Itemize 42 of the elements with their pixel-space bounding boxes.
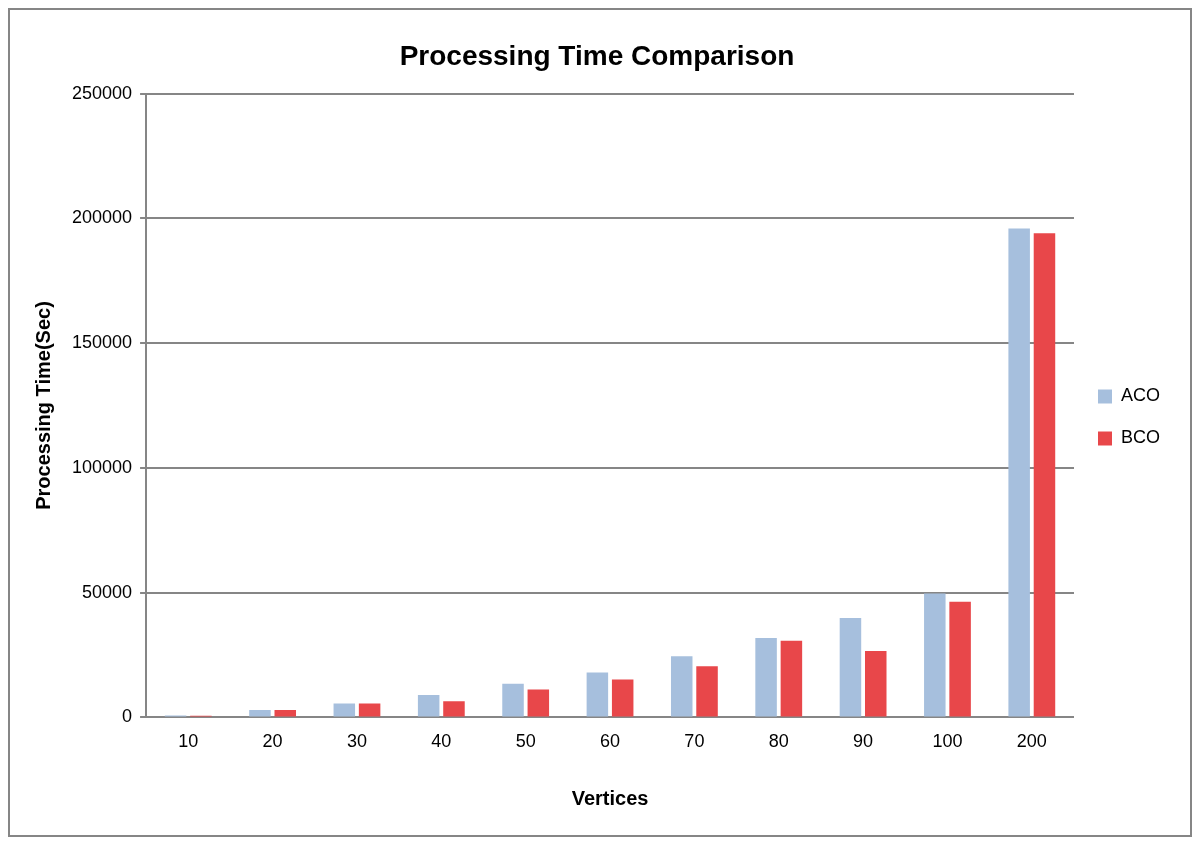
- bar: [1008, 228, 1030, 717]
- x-tick-label: 20: [262, 731, 283, 752]
- bar: [949, 601, 971, 717]
- y-tick-label: 100000: [71, 456, 133, 477]
- bar: [670, 656, 693, 717]
- y-axis-title: Processing Time(Sec): [31, 301, 54, 510]
- bar: [417, 694, 440, 717]
- bar: [780, 640, 803, 717]
- x-tick-label: 30: [346, 731, 367, 752]
- bar: [839, 618, 862, 717]
- x-tick-label: 90: [853, 731, 874, 752]
- y-tick-label: 0: [122, 706, 133, 727]
- bar: [611, 679, 634, 717]
- bar: [865, 651, 887, 717]
- bar: [274, 709, 297, 717]
- x-tick-label: 60: [600, 731, 621, 752]
- x-tick-label: 100: [932, 731, 963, 752]
- x-tick-label: 200: [1016, 731, 1047, 752]
- y-tick-label: 250000: [71, 82, 133, 103]
- x-tick-label: 40: [431, 731, 452, 752]
- legend-label: ACO: [1120, 385, 1161, 406]
- bar: [443, 701, 465, 717]
- x-tick-label: 10: [178, 731, 199, 752]
- bar: [755, 638, 777, 717]
- bar: [1033, 233, 1056, 717]
- bar: [358, 703, 381, 717]
- bar: [249, 709, 271, 717]
- legend-label: BCO: [1120, 427, 1161, 448]
- bar: [333, 703, 356, 717]
- bar: [527, 689, 550, 717]
- x-tick-label: 50: [515, 731, 536, 752]
- y-tick-label: 50000: [82, 581, 133, 602]
- x-tick-label: 80: [768, 731, 789, 752]
- x-tick-label: 70: [684, 731, 705, 752]
- bar: [502, 683, 524, 717]
- bar: [586, 672, 609, 717]
- bar: [696, 666, 718, 717]
- chart-title: Processing Time Comparison: [399, 39, 795, 71]
- y-tick-label: 200000: [71, 207, 133, 228]
- bar: [924, 593, 946, 717]
- y-tick-label: 150000: [71, 332, 133, 353]
- x-axis-title: Vertices: [571, 786, 649, 809]
